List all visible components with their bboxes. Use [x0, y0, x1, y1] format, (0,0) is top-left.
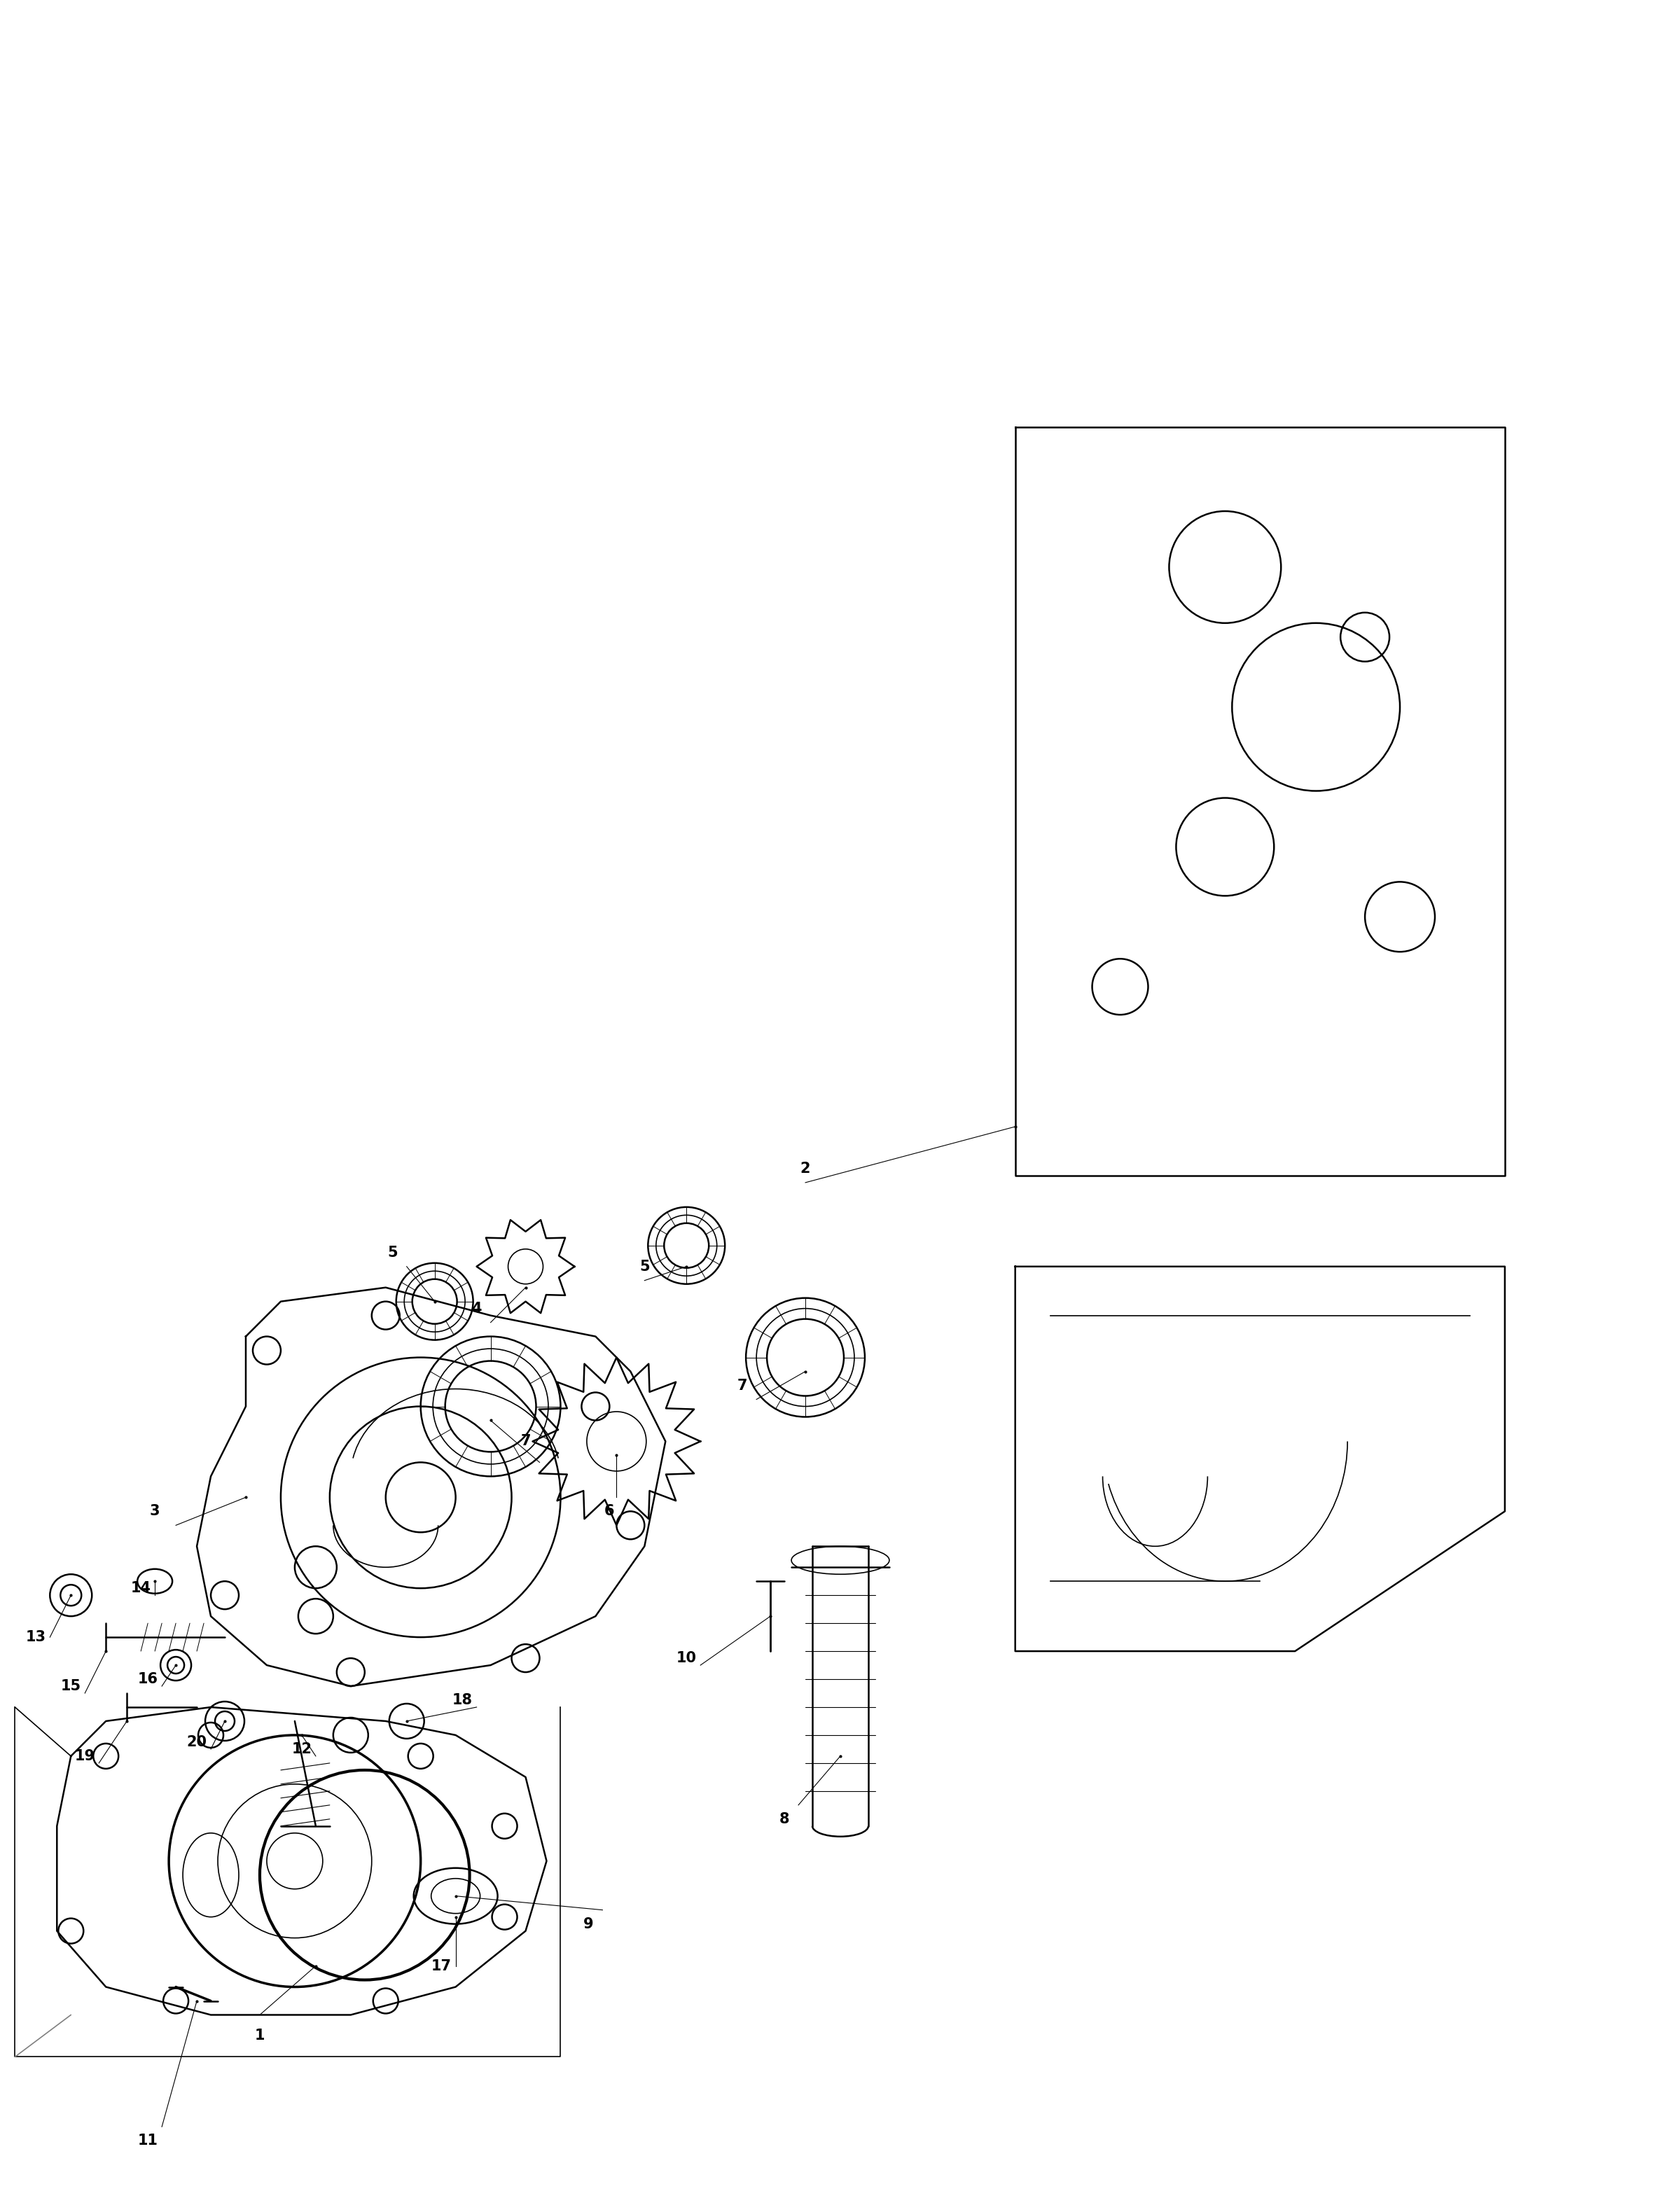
Text: 6: 6 [604, 1504, 614, 1517]
Text: 9: 9 [584, 1918, 594, 1931]
Text: 2: 2 [800, 1161, 810, 1175]
Text: 4: 4 [472, 1301, 482, 1316]
Text: 16: 16 [137, 1672, 157, 1686]
Text: 5: 5 [388, 1245, 398, 1259]
Text: 11: 11 [137, 2135, 157, 2148]
Text: 5: 5 [639, 1259, 649, 1274]
Text: 19: 19 [75, 1750, 95, 1763]
Text: 7: 7 [738, 1378, 748, 1391]
Text: 13: 13 [25, 1630, 47, 1644]
Text: 14: 14 [130, 1582, 151, 1595]
Text: 1: 1 [254, 2028, 264, 2044]
Text: 15: 15 [60, 1679, 80, 1692]
Text: 17: 17 [432, 1960, 452, 1973]
Text: 8: 8 [780, 1812, 790, 1827]
Text: 3: 3 [151, 1504, 161, 1517]
Text: 7: 7 [520, 1433, 530, 1449]
Text: 10: 10 [676, 1650, 696, 1666]
Text: 18: 18 [452, 1692, 473, 1708]
Text: 12: 12 [291, 1743, 311, 1756]
Text: 20: 20 [187, 1734, 207, 1750]
